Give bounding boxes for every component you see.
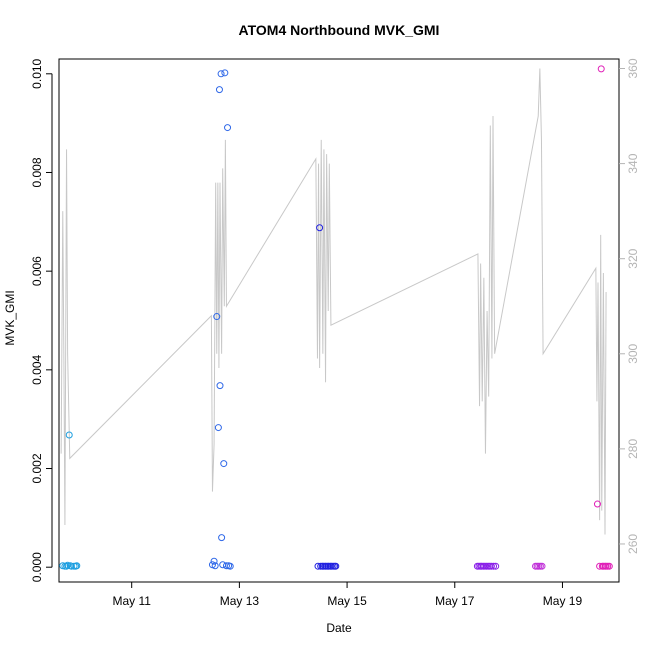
x-tick-label-3: May 17 <box>435 594 475 608</box>
point-layer <box>59 65 613 570</box>
y2-tick-label-2: 300 <box>626 343 640 363</box>
data-point-1-3 <box>213 313 221 321</box>
plot-frame <box>58 58 620 583</box>
data-point-0-4 <box>65 431 73 439</box>
data-point-1-1 <box>210 557 218 565</box>
data-point-1-13 <box>224 124 232 132</box>
data-point-3-10 <box>490 562 498 570</box>
y2-tick-label-0: 260 <box>626 534 640 554</box>
x-tick-label-1: May 13 <box>220 594 260 608</box>
x-axis-label: Date <box>326 621 352 635</box>
data-point-3-9 <box>487 562 495 570</box>
data-point-5-2 <box>597 65 605 73</box>
data-point-1-5 <box>215 86 223 94</box>
data-point-1-12 <box>222 562 230 570</box>
line-layer <box>60 68 607 535</box>
data-point-2-13 <box>332 562 340 570</box>
x-tick-label-4: May 19 <box>543 594 583 608</box>
y-tick-label-1: 0.002 <box>30 453 44 483</box>
data-point-1-2 <box>211 562 219 570</box>
data-point-0-6 <box>67 562 75 570</box>
data-point-1-8 <box>218 534 226 542</box>
series-line-6 <box>60 68 607 535</box>
x-axis: May 11 May 13 May 15 May 17 May 19 <box>112 582 582 608</box>
y2-tick-label-4: 340 <box>626 153 640 173</box>
secondary-y-axis: 260 280 300 320 340 360 <box>619 58 640 554</box>
data-point-1-11 <box>221 69 229 77</box>
data-point-1-6 <box>216 382 224 390</box>
data-point-1-4 <box>214 424 222 432</box>
data-point-0-9 <box>73 562 81 570</box>
data-point-1-10 <box>220 460 228 468</box>
data-point-5-0 <box>593 500 601 508</box>
y-tick-label-2: 0.004 <box>30 354 44 384</box>
chart-title: ATOM4 Northbound MVK_GMI <box>239 22 440 38</box>
y-axis-label: MVK_GMI <box>3 290 17 345</box>
data-point-1-15 <box>226 562 234 570</box>
data-point-2-0 <box>314 562 322 570</box>
y-tick-label-5: 0.010 <box>30 58 44 88</box>
data-point-1-7 <box>217 70 225 78</box>
y2-tick-label-5: 360 <box>626 58 640 78</box>
data-point-4-4 <box>538 562 546 570</box>
x-tick-label-2: May 15 <box>327 594 367 608</box>
data-point-0-3 <box>64 561 72 569</box>
y-axis: 0.000 0.002 0.004 0.006 0.008 0.010 <box>30 58 53 582</box>
data-point-2-1 <box>316 224 324 232</box>
y-tick-label-4: 0.008 <box>30 157 44 187</box>
data-point-0-2 <box>63 562 71 570</box>
y-tick-label-0: 0.000 <box>30 552 44 582</box>
data-point-3-11 <box>492 562 500 570</box>
y2-tick-label-1: 280 <box>626 439 640 459</box>
y-tick-label-3: 0.006 <box>30 256 44 286</box>
x-tick-label-0: May 11 <box>112 594 151 608</box>
data-point-5-8 <box>605 562 613 570</box>
y2-tick-label-3: 320 <box>626 248 640 268</box>
